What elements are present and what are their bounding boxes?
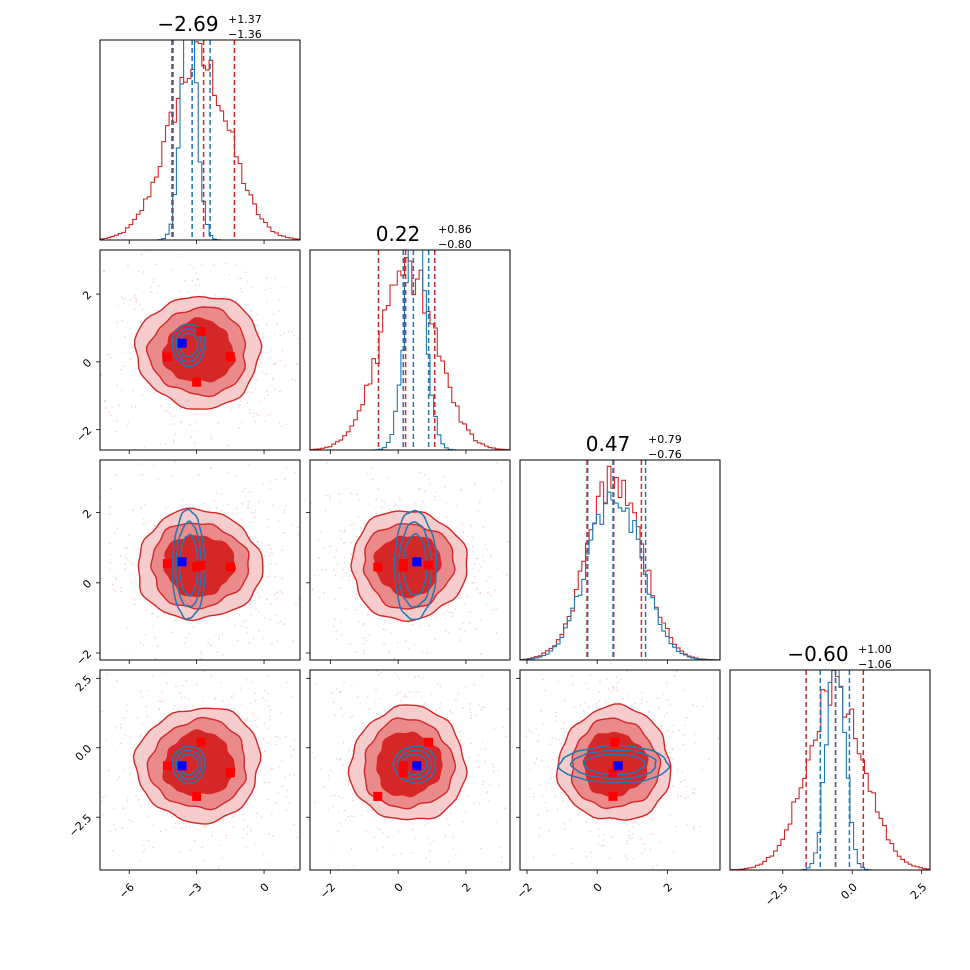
panel-3-1 bbox=[96, 459, 301, 664]
y-tick-label-p2-2: 2 bbox=[80, 288, 94, 302]
red-point-1 bbox=[424, 560, 434, 570]
contour-red-inner-p1-p2 bbox=[161, 317, 236, 383]
red-point-0 bbox=[162, 761, 172, 771]
panel-1-1: −2.69 +1.37 −1.36 bbox=[99, 12, 301, 244]
y-tick-label-p4-2: 2.5 bbox=[73, 673, 95, 695]
contour-blue-0-p3-p4 bbox=[583, 753, 646, 776]
contour-blue-1-p1-p4 bbox=[175, 749, 203, 780]
x-tick-label-p4-2: 2.5 bbox=[908, 881, 930, 903]
red-point-3 bbox=[225, 768, 235, 778]
contour-blue-2-p1-p4 bbox=[171, 745, 206, 785]
histogram-blue-p3 bbox=[520, 491, 720, 660]
histogram-blue-p2 bbox=[310, 250, 510, 450]
red-point-3 bbox=[398, 562, 408, 572]
histogram-red-p1 bbox=[100, 41, 300, 240]
histogram-blue-p1 bbox=[100, 40, 300, 240]
panel-title-p4: −0.60 bbox=[787, 642, 848, 666]
red-point-3 bbox=[225, 352, 235, 362]
y-tick-label-p2-1: 0 bbox=[80, 356, 94, 370]
red-point-1 bbox=[196, 737, 206, 747]
panel-title-sub-p4: −1.06 bbox=[858, 658, 892, 671]
y-tick-label-p3-1: 0 bbox=[80, 577, 94, 591]
contour-blue-1-p3-p4 bbox=[569, 749, 657, 780]
panel-title-sup-p4: +1.00 bbox=[858, 643, 892, 656]
panel-title-sup-p2: +0.86 bbox=[438, 223, 472, 236]
y-tick-label-p4-0: −2.5 bbox=[66, 812, 94, 840]
blue-point bbox=[177, 557, 187, 567]
contour-blue-2-p1-p2 bbox=[171, 323, 206, 368]
panel-2-1 bbox=[96, 249, 301, 454]
x-tick-label-p3-1: 0 bbox=[591, 881, 605, 895]
x-tick-label-p2-2: 2 bbox=[460, 881, 474, 895]
x-tick-label-p1-1: −3 bbox=[184, 881, 205, 902]
red-point-0 bbox=[162, 352, 172, 362]
panel-title-sub-p2: −0.80 bbox=[438, 238, 472, 251]
x-tick-label-p4-1: 0.0 bbox=[838, 881, 860, 903]
red-point-1 bbox=[424, 737, 434, 747]
red-point-0 bbox=[162, 559, 172, 569]
panel-3-2 bbox=[306, 459, 511, 664]
x-tick-label-p3-0: −2 bbox=[514, 881, 535, 902]
red-point-3 bbox=[608, 768, 618, 778]
red-point-0 bbox=[398, 761, 408, 771]
red-point-2 bbox=[608, 791, 618, 801]
red-point-1 bbox=[196, 326, 206, 336]
histogram-red-p4 bbox=[730, 670, 930, 870]
contour-blue-2-p1-p3 bbox=[172, 508, 207, 620]
contour-blue-2-p3-p4 bbox=[557, 744, 671, 784]
contour-blue-1-p1-p2 bbox=[175, 328, 203, 363]
red-point-1 bbox=[610, 737, 620, 747]
red-point-2 bbox=[192, 377, 202, 387]
panel-title-sub-p1: −1.36 bbox=[228, 28, 262, 41]
contour-blue-1-p1-p3 bbox=[175, 520, 203, 608]
histogram-red-p2 bbox=[310, 257, 510, 450]
x-tick-label-p3-2: 2 bbox=[661, 881, 675, 895]
panel-2-2: 0.22 +0.86 −0.80 bbox=[309, 222, 511, 454]
panel-title-p2: 0.22 bbox=[376, 222, 421, 246]
y-tick-label-p2-0: −2 bbox=[74, 424, 95, 445]
y-tick-label-p4-1: 0.0 bbox=[73, 742, 95, 764]
contour-blue-2-p2-p4 bbox=[392, 745, 437, 784]
red-point-2 bbox=[373, 562, 383, 572]
blue-point bbox=[412, 761, 422, 771]
red-point-2 bbox=[192, 562, 202, 572]
panel-4-2 bbox=[306, 669, 511, 874]
red-point-2 bbox=[373, 791, 383, 801]
panel-title-sub-p3: −0.76 bbox=[648, 448, 682, 461]
contour-blue-2-p2-p3 bbox=[393, 509, 438, 621]
x-tick-label-p1-2: 0 bbox=[258, 881, 272, 895]
blue-point bbox=[613, 761, 623, 771]
panel-4-1 bbox=[96, 669, 301, 874]
panel-title-p3: 0.47 bbox=[586, 432, 631, 456]
x-tick-label-p4-0: −2.5 bbox=[762, 881, 790, 909]
x-tick-label-p2-1: 0 bbox=[392, 881, 406, 895]
red-point-3 bbox=[398, 768, 408, 778]
red-point-2 bbox=[192, 791, 202, 801]
blue-point bbox=[177, 761, 187, 771]
contour-blue-1-p2-p4 bbox=[397, 749, 433, 781]
panel-4-3 bbox=[516, 669, 721, 874]
panel-title-sup-p3: +0.79 bbox=[648, 433, 682, 446]
histogram-red-p3 bbox=[520, 465, 720, 660]
histogram-blue-p4 bbox=[730, 670, 930, 870]
x-tick-label-p2-0: −2 bbox=[317, 881, 338, 902]
blue-point bbox=[412, 557, 422, 567]
y-tick-label-p3-2: 2 bbox=[80, 507, 94, 521]
panel-4-4: −0.60 +1.00 −1.06 bbox=[729, 642, 931, 874]
panel-title-p1: −2.69 bbox=[157, 12, 218, 36]
x-tick-label-p1-0: −6 bbox=[116, 881, 137, 902]
panel-3-3: 0.47 +0.79 −0.76 bbox=[519, 432, 721, 664]
y-tick-label-p3-0: −2 bbox=[74, 647, 95, 668]
blue-point bbox=[177, 338, 187, 348]
red-point-3 bbox=[225, 562, 235, 572]
panel-title-sup-p1: +1.37 bbox=[228, 13, 262, 26]
